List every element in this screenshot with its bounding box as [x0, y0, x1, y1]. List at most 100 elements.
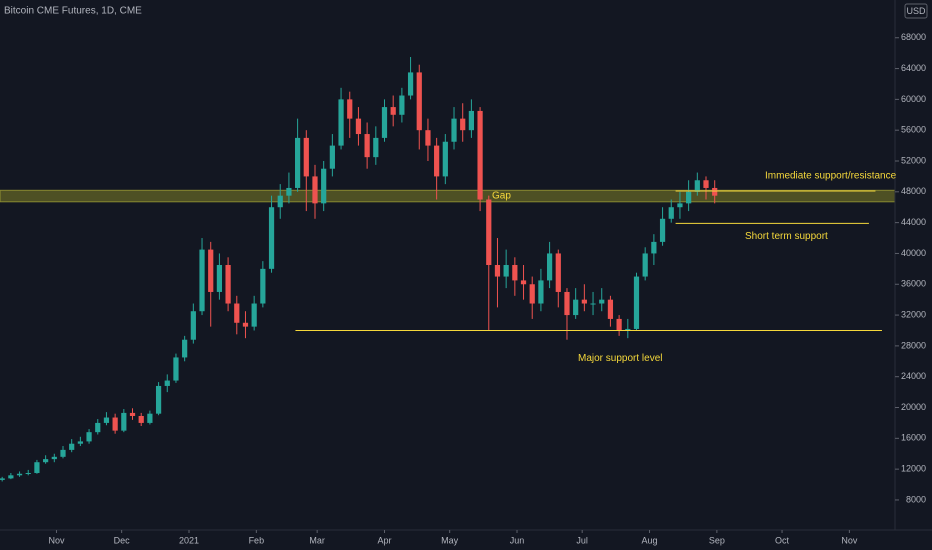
candle-body	[564, 291, 570, 316]
candle-body	[546, 253, 553, 281]
candle-body	[129, 412, 136, 416]
candle-body	[234, 303, 240, 323]
candle-body	[607, 299, 614, 319]
candle-body	[642, 253, 648, 277]
candle-body	[147, 413, 153, 423]
candle-body	[703, 180, 709, 188]
candle-body	[599, 299, 605, 304]
y-tick-label: 48000	[901, 186, 926, 196]
candle-body	[295, 137, 301, 188]
candle-body	[338, 99, 344, 146]
candle-body	[303, 137, 309, 177]
chart-title: Bitcoin CME Futures, 1D, CME	[4, 6, 142, 17]
candle-body	[138, 415, 144, 423]
y-tick-label: 16000	[901, 433, 926, 443]
y-tick-label: 60000	[901, 94, 926, 104]
candle-body	[277, 195, 283, 208]
candle-body	[581, 299, 587, 304]
candle-body	[260, 268, 266, 304]
gap-band	[0, 189, 896, 203]
x-tick-label: Feb	[249, 535, 265, 545]
candle-body	[460, 118, 466, 131]
candle-body	[69, 443, 75, 450]
candle-body	[407, 72, 414, 96]
candle-body	[182, 339, 188, 358]
candle-body	[659, 218, 666, 242]
candle-body	[686, 191, 692, 204]
gap-label: Gap	[492, 191, 511, 202]
candle-body	[590, 303, 596, 305]
candle-body	[520, 280, 527, 285]
candle-body	[86, 432, 92, 442]
candle-body	[155, 385, 162, 414]
candle-body	[225, 265, 231, 304]
x-tick-label: Dec	[114, 535, 131, 545]
candle-body	[112, 417, 118, 431]
candle-body	[60, 449, 66, 457]
candle-body	[364, 134, 370, 158]
y-tick-label: 32000	[901, 309, 926, 319]
candle-body	[416, 72, 422, 131]
x-tick-label: Aug	[642, 535, 658, 545]
level-label: Short term support	[745, 231, 828, 242]
candle-body	[251, 303, 257, 327]
candle-body	[268, 207, 275, 269]
x-tick-label: May	[441, 535, 459, 545]
candle-body	[216, 265, 223, 292]
candle-body	[16, 473, 23, 476]
candle-body	[434, 145, 440, 177]
candle-body	[208, 249, 214, 292]
candle-body	[677, 203, 683, 208]
candle-body	[329, 145, 335, 169]
candle-body	[451, 118, 457, 142]
candle-body	[173, 357, 179, 381]
candle-body	[538, 280, 544, 304]
x-tick-label: Nov	[48, 535, 65, 545]
candle-body	[512, 265, 518, 281]
candle-body	[529, 284, 535, 304]
candle-body	[0, 478, 5, 480]
candle-body	[8, 475, 14, 479]
y-tick-label: 44000	[901, 217, 926, 227]
y-tick-label: 36000	[901, 279, 926, 289]
candle-body	[121, 412, 127, 431]
candle-body	[381, 107, 388, 138]
currency[interactable]: USD	[906, 6, 926, 16]
candle-body	[164, 380, 170, 386]
y-tick-label: 52000	[901, 155, 926, 165]
y-tick-label: 56000	[901, 125, 926, 135]
candle-body	[668, 207, 674, 219]
candle-body	[486, 199, 492, 265]
candle-body	[651, 241, 657, 254]
currency-box[interactable]	[904, 3, 928, 19]
candle-body	[616, 318, 622, 331]
level-label: Major support level	[578, 353, 662, 364]
y-tick-label: 12000	[901, 464, 926, 474]
candle-body	[321, 168, 327, 204]
candle-body	[199, 249, 205, 312]
candle-body	[51, 456, 57, 460]
candle-body	[77, 441, 83, 444]
candle-body	[712, 187, 718, 196]
x-tick-label: Jul	[576, 535, 588, 545]
y-tick-label: 40000	[901, 248, 926, 258]
y-tick-label: 8000	[906, 494, 926, 504]
candle-body	[286, 187, 292, 196]
y-tick-label: 68000	[901, 32, 926, 42]
candle-body	[95, 422, 101, 433]
candle-body	[494, 265, 501, 277]
candle-body	[103, 417, 110, 423]
candle-body	[477, 110, 483, 200]
candle-body	[555, 253, 561, 292]
x-tick-label: Nov	[841, 535, 858, 545]
candle-body	[43, 459, 49, 463]
y-tick-label: 24000	[901, 371, 926, 381]
candle-body	[694, 180, 700, 192]
candle-body	[312, 176, 318, 204]
candle-body	[625, 328, 631, 331]
x-tick-label: Apr	[377, 535, 391, 545]
candle-body	[347, 99, 353, 119]
